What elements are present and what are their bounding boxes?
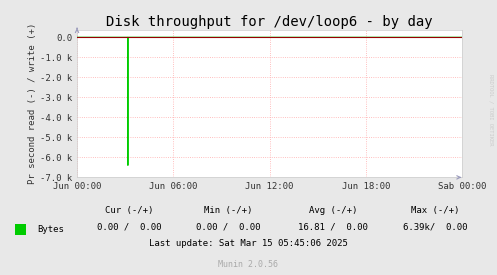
Text: Last update: Sat Mar 15 05:45:06 2025: Last update: Sat Mar 15 05:45:06 2025 bbox=[149, 239, 348, 248]
Text: Munin 2.0.56: Munin 2.0.56 bbox=[219, 260, 278, 269]
Text: 16.81 /  0.00: 16.81 / 0.00 bbox=[298, 223, 368, 232]
Text: Cur (-/+): Cur (-/+) bbox=[105, 206, 154, 215]
Text: Min (-/+): Min (-/+) bbox=[204, 206, 253, 215]
Text: Bytes: Bytes bbox=[37, 225, 64, 234]
Text: 0.00 /  0.00: 0.00 / 0.00 bbox=[97, 223, 162, 232]
Text: 0.00 /  0.00: 0.00 / 0.00 bbox=[196, 223, 261, 232]
Title: Disk throughput for /dev/loop6 - by day: Disk throughput for /dev/loop6 - by day bbox=[106, 15, 433, 29]
Text: Max (-/+): Max (-/+) bbox=[411, 206, 459, 215]
Text: RRDTOOL / TOBI OETIKER: RRDTOOL / TOBI OETIKER bbox=[489, 74, 494, 146]
Text: Avg (-/+): Avg (-/+) bbox=[309, 206, 357, 215]
Text: 6.39k/  0.00: 6.39k/ 0.00 bbox=[403, 223, 467, 232]
Y-axis label: Pr second read (-) / write (+): Pr second read (-) / write (+) bbox=[28, 23, 37, 185]
